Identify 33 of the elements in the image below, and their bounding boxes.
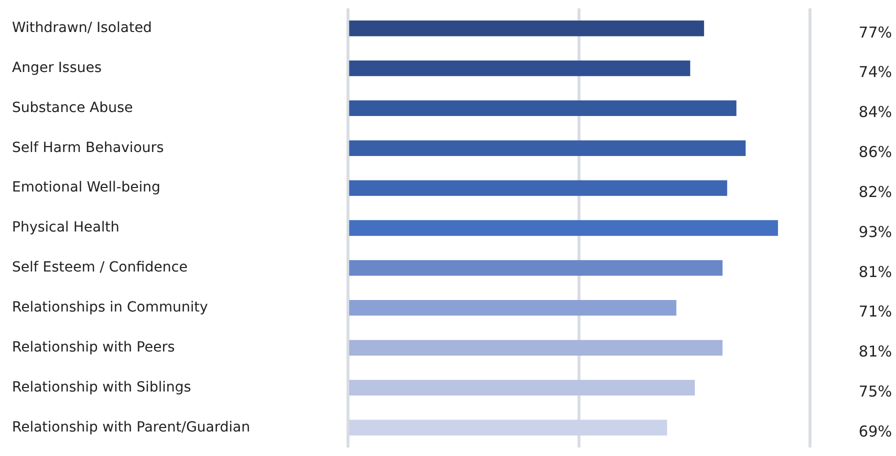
- y-tick-label: Relationships in Community: [12, 299, 208, 316]
- data-label: 77%: [858, 23, 892, 42]
- bar: [349, 220, 778, 236]
- data-label: 86%: [858, 143, 892, 162]
- data-label: 81%: [858, 262, 892, 281]
- data-label: 93%: [858, 222, 892, 241]
- bar: [349, 180, 728, 196]
- y-tick-label: Self Esteem / Confidence: [12, 260, 188, 276]
- bar: [349, 380, 695, 396]
- bar: [349, 300, 676, 316]
- data-label: 84%: [858, 103, 892, 122]
- y-tick-label: Self Harm Behaviours: [12, 140, 164, 156]
- bar: [349, 100, 736, 116]
- y-tick-label: Withdrawn/ Isolated: [12, 20, 152, 36]
- data-label: 82%: [858, 182, 892, 201]
- bar: [349, 420, 668, 436]
- data-label: 74%: [858, 63, 892, 82]
- data-label: 69%: [858, 422, 892, 441]
- y-tick-label: Emotional Well-being: [12, 180, 160, 196]
- y-tick-label: Physical Health: [12, 220, 120, 236]
- bar: [349, 340, 723, 356]
- y-tick-label: Relationship with Peers: [12, 339, 175, 356]
- bar: [349, 60, 690, 76]
- y-tick-label: Anger Issues: [12, 60, 102, 76]
- bar: [349, 260, 723, 276]
- y-tick-label: Relationship with Siblings: [12, 379, 192, 396]
- bar: [349, 20, 704, 36]
- data-label: 81%: [858, 342, 892, 361]
- data-label: 75%: [858, 382, 892, 401]
- y-tick-label: Substance Abuse: [12, 100, 133, 116]
- y-tick-label: Relationship with Parent/Guardian: [12, 419, 250, 436]
- data-label: 71%: [858, 302, 892, 321]
- bar: [349, 140, 746, 156]
